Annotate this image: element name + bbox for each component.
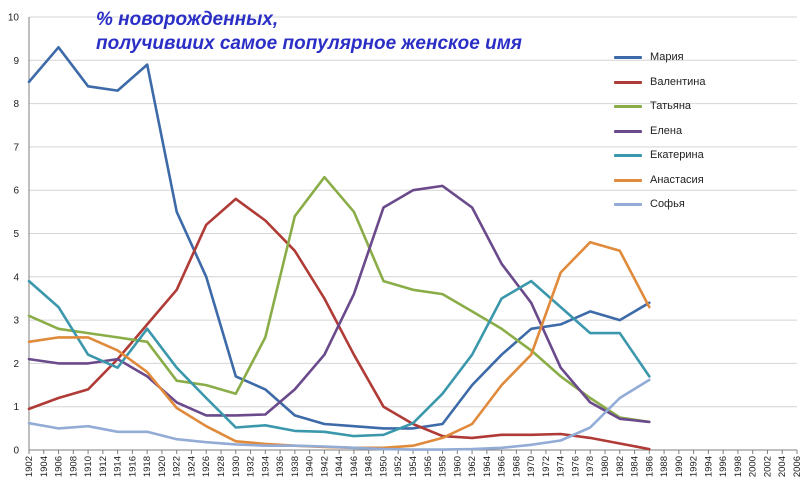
x-tick-label: 2004 bbox=[777, 456, 788, 477]
x-tick-label: 1928 bbox=[216, 456, 227, 477]
x-tick-label: 1984 bbox=[630, 456, 641, 477]
legend-item: Елена bbox=[614, 121, 734, 146]
x-tick-label: 1958 bbox=[438, 456, 449, 477]
x-tick-label: 1912 bbox=[98, 456, 109, 477]
x-tick-label: 1952 bbox=[393, 456, 404, 477]
y-tick-label: 8 bbox=[13, 99, 19, 110]
legend-swatch bbox=[614, 80, 642, 84]
legend-label: Анастасия bbox=[650, 173, 704, 186]
legend-label: Мария bbox=[650, 51, 684, 63]
y-axis-tick-labels: 0 1 2 3 4 5 6 7 8 9 10 bbox=[8, 13, 20, 457]
x-tick-label: 1922 bbox=[172, 456, 183, 477]
x-tick-label: 1906 bbox=[54, 456, 65, 477]
y-tick-label: 7 bbox=[13, 142, 19, 153]
legend-item: Валентина bbox=[614, 72, 734, 97]
chart-title-line1: % новорожденных, bbox=[96, 9, 279, 30]
x-tick-label: 1962 bbox=[467, 456, 478, 477]
legend-item: Мария bbox=[614, 47, 734, 72]
y-tick-label: 9 bbox=[13, 56, 19, 67]
x-tick-label: 1986 bbox=[644, 456, 655, 477]
series-line bbox=[27, 378, 651, 451]
x-tick-label: 1920 bbox=[157, 456, 168, 477]
x-tick-label: 1940 bbox=[305, 456, 316, 477]
legend-item: Екатерина bbox=[614, 145, 734, 170]
x-tick-label: 1970 bbox=[526, 456, 537, 477]
x-tick-label: 1972 bbox=[541, 456, 552, 477]
x-tick-label: 1956 bbox=[423, 456, 434, 477]
legend-item: Татьяна bbox=[614, 96, 734, 121]
x-tick-label: 2006 bbox=[792, 456, 800, 477]
y-tick-label: 6 bbox=[13, 186, 19, 197]
axes bbox=[28, 17, 798, 454]
x-tick-label: 1924 bbox=[186, 456, 197, 477]
x-tick-label: 1936 bbox=[275, 456, 286, 477]
x-tick-label: 1992 bbox=[689, 456, 700, 477]
x-tick-label: 1916 bbox=[127, 456, 138, 477]
x-tick-label: 1982 bbox=[615, 456, 626, 477]
x-tick-label: 1934 bbox=[260, 456, 271, 477]
x-tick-label: 1908 bbox=[68, 456, 79, 477]
legend-swatch bbox=[614, 129, 642, 133]
x-tick-label: 1918 bbox=[142, 456, 153, 477]
x-tick-label: 1932 bbox=[246, 456, 257, 477]
legend-swatch bbox=[614, 178, 642, 182]
x-tick-label: 1950 bbox=[378, 456, 389, 477]
legend: Мария Валентина Татьяна Елена Екатерина Анаст… bbox=[614, 47, 734, 219]
legend-label: Елена bbox=[650, 124, 683, 137]
y-tick-label: 3 bbox=[13, 316, 19, 327]
x-tick-label: 1914 bbox=[113, 456, 124, 477]
x-tick-label: 1944 bbox=[334, 456, 345, 477]
legend-swatch bbox=[614, 203, 642, 206]
x-tick-label: 1998 bbox=[733, 456, 744, 477]
x-tick-label: 1974 bbox=[556, 456, 567, 477]
x-tick-label: 1996 bbox=[718, 456, 729, 477]
y-tick-label: 4 bbox=[13, 272, 19, 283]
y-tick-label: 10 bbox=[8, 13, 20, 24]
x-tick-label: 1966 bbox=[497, 456, 508, 477]
x-tick-label: 1988 bbox=[659, 456, 670, 477]
x-tick-label: 1976 bbox=[570, 456, 581, 477]
legend-label: Татьяна bbox=[650, 100, 692, 112]
x-tick-label: 2000 bbox=[748, 456, 759, 477]
series-line bbox=[27, 279, 651, 438]
x-tick-label: 1964 bbox=[482, 456, 493, 477]
y-tick-label: 0 bbox=[13, 446, 19, 457]
x-tick-label: 1902 bbox=[24, 456, 35, 477]
x-tick-label: 1968 bbox=[511, 456, 522, 477]
y-tick-label: 1 bbox=[13, 402, 19, 413]
x-tick-label: 1942 bbox=[319, 456, 330, 477]
legend-label: Валентина bbox=[650, 75, 706, 88]
x-tick-label: 1904 bbox=[39, 456, 50, 477]
chart-title-line2: получивших самое популярное женское имя bbox=[96, 33, 522, 54]
x-tick-label: 1938 bbox=[290, 456, 301, 477]
x-tick-label: 1960 bbox=[452, 456, 463, 477]
series-lines bbox=[27, 46, 651, 451]
x-axis-tick-labels: 1902 1904 1906 1908 1910 1912 1914 1916 1918 1920… bbox=[24, 456, 800, 477]
legend-swatch bbox=[614, 154, 642, 157]
x-tick-label: 1926 bbox=[201, 456, 212, 477]
y-tick-label: 5 bbox=[13, 229, 19, 240]
x-tick-label: 1946 bbox=[349, 456, 360, 477]
legend-label: Софья bbox=[650, 198, 685, 210]
x-tick-label: 1994 bbox=[703, 456, 714, 477]
x-tick-label: 1930 bbox=[231, 456, 242, 477]
series-line bbox=[27, 240, 651, 450]
series-line bbox=[27, 46, 651, 430]
legend-item: Анастасия bbox=[614, 170, 734, 195]
y-tick-label: 2 bbox=[13, 359, 19, 370]
series-line bbox=[27, 184, 651, 424]
x-tick-label: 1980 bbox=[600, 456, 611, 477]
x-tick-label: 1910 bbox=[83, 456, 94, 477]
legend-swatch bbox=[614, 56, 642, 59]
legend-label: Екатерина bbox=[650, 149, 704, 161]
series-line bbox=[27, 175, 651, 424]
x-tick-label: 1990 bbox=[674, 456, 685, 477]
x-tick-label: 2002 bbox=[762, 456, 773, 477]
legend-swatch bbox=[614, 105, 642, 108]
x-tick-label: 1954 bbox=[408, 456, 419, 477]
x-tick-label: 1978 bbox=[585, 456, 596, 477]
legend-item: Софья bbox=[614, 194, 734, 219]
x-tick-label: 1948 bbox=[364, 456, 375, 477]
